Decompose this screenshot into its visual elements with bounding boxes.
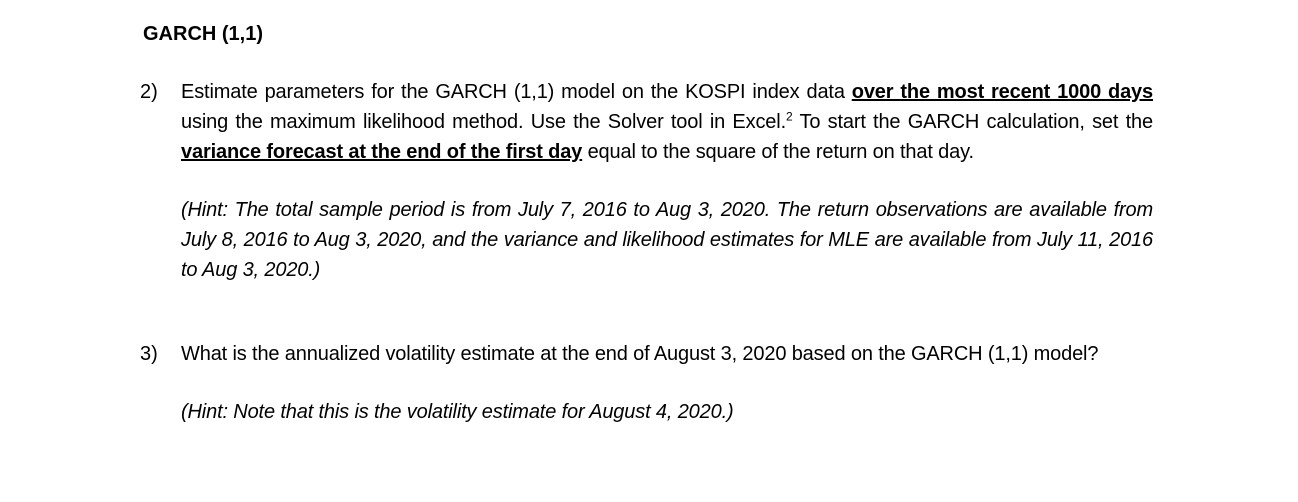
question-number: 2) [140,81,158,103]
hint-text: (Hint: The total sample period is from J… [181,199,1153,281]
question-body: Estimate parameters for the GARCH (1,1) … [181,77,1153,285]
question-2: 2) Estimate parameters for the GARCH (1,… [140,77,1153,285]
question-text: equal to the square of the return on tha… [582,141,974,163]
question-text: What is the annualized volatility estima… [181,343,1099,365]
emphasis-text: variance forecast at the end of the firs… [181,141,583,163]
question-text: Estimate parameters for the GARCH (1,1) … [181,81,852,103]
section-heading: GARCH (1,1) [143,23,264,45]
question-text: using the maximum likelihood method. Use… [181,111,786,133]
question-3: 3) What is the annualized volatility est… [140,339,1153,427]
emphasis-text: over the most recent 1000 days [851,81,1153,103]
question-number: 3) [140,343,158,365]
footnote-marker: 2 [785,109,793,124]
hint-text: (Hint: Note that this is the volatility … [181,401,734,423]
question-text: To start the GARCH calculation, set the [792,111,1153,133]
question-body: What is the annualized volatility estima… [181,339,1153,427]
